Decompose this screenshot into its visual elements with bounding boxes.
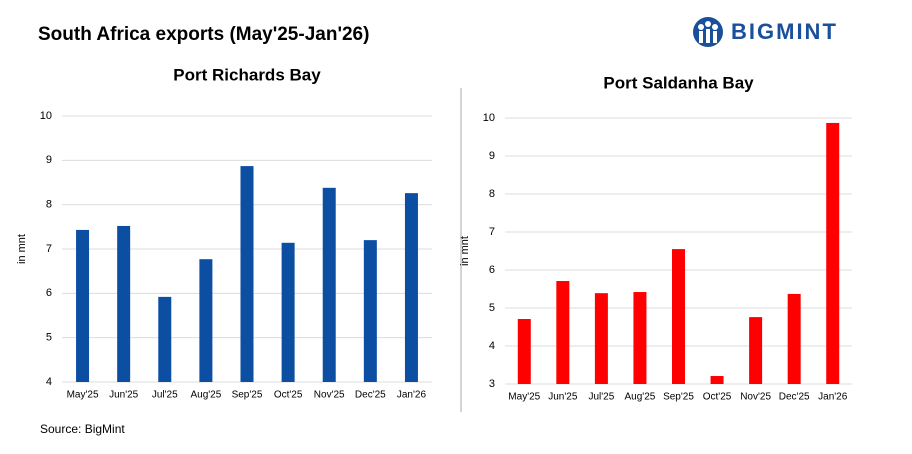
bar xyxy=(672,249,685,384)
bar xyxy=(826,122,840,384)
y-tick-label: 10 xyxy=(40,110,52,122)
x-tick-label: Jun'25 xyxy=(548,392,578,403)
x-tick-label: Dec'25 xyxy=(779,392,810,403)
y-axis-label: in mnt xyxy=(459,236,471,266)
logo-icon-part xyxy=(698,24,704,30)
x-tick-label: Jul'25 xyxy=(152,390,178,401)
bar xyxy=(594,293,608,384)
x-tick-label: Sep'25 xyxy=(232,390,263,401)
bar xyxy=(281,242,295,382)
x-tick-label: Jul'25 xyxy=(588,392,614,403)
y-tick-label: 4 xyxy=(489,340,495,352)
logo-text: BIGMINT xyxy=(731,19,838,44)
logo: BIGMINT xyxy=(693,17,838,47)
bar xyxy=(749,317,763,384)
logo-icon-part xyxy=(712,24,718,30)
x-tick-label: Jan'26 xyxy=(818,392,848,403)
logo-icon-part xyxy=(699,31,703,43)
bar xyxy=(363,240,377,382)
x-tick-label: Oct'25 xyxy=(703,392,732,403)
bar xyxy=(710,376,724,384)
y-axis-label: in mnt xyxy=(16,234,28,264)
y-tick-label: 8 xyxy=(46,199,52,211)
logo-icon-part xyxy=(705,21,711,27)
y-tick-label: 10 xyxy=(483,112,495,124)
bar xyxy=(556,281,570,384)
bar xyxy=(240,166,254,382)
y-tick-label: 6 xyxy=(489,264,495,276)
page-title: South Africa exports (May'25-Jan'26) xyxy=(38,24,369,45)
x-tick-label: Nov'25 xyxy=(740,392,771,403)
x-tick-label: Oct'25 xyxy=(274,390,303,401)
y-tick-label: 7 xyxy=(46,243,52,255)
x-tick-label: Aug'25 xyxy=(190,390,221,401)
logo-icon-part xyxy=(706,29,710,43)
logo-icon-part xyxy=(713,31,717,43)
x-tick-label: Jan'26 xyxy=(397,390,427,401)
y-tick-label: 5 xyxy=(489,302,495,314)
y-tick-label: 7 xyxy=(489,226,495,238)
x-tick-label: Jun'25 xyxy=(109,390,139,401)
bar xyxy=(117,225,131,382)
y-tick-label: 8 xyxy=(489,188,495,200)
bar xyxy=(787,293,801,384)
bar xyxy=(76,229,90,382)
bar xyxy=(517,319,531,384)
y-tick-label: 5 xyxy=(46,332,52,344)
bar xyxy=(633,292,647,384)
chart-title: Port Saldanha Bay xyxy=(603,73,754,92)
y-tick-label: 9 xyxy=(46,154,52,166)
x-tick-label: Sep'25 xyxy=(663,392,694,403)
bar xyxy=(322,187,336,382)
y-tick-label: 3 xyxy=(489,378,495,390)
x-tick-label: Dec'25 xyxy=(355,390,386,401)
bar xyxy=(199,259,213,382)
bar xyxy=(158,296,172,382)
x-tick-label: Nov'25 xyxy=(314,390,345,401)
x-tick-label: May'25 xyxy=(508,392,540,403)
source: Source: BigMint xyxy=(40,422,125,436)
bar xyxy=(404,193,418,382)
y-tick-label: 6 xyxy=(46,287,52,299)
x-tick-label: Aug'25 xyxy=(625,392,656,403)
chart-title: Port Richards Bay xyxy=(173,65,321,84)
x-tick-label: May'25 xyxy=(67,390,99,401)
y-tick-label: 4 xyxy=(46,376,52,388)
y-tick-label: 9 xyxy=(489,150,495,162)
